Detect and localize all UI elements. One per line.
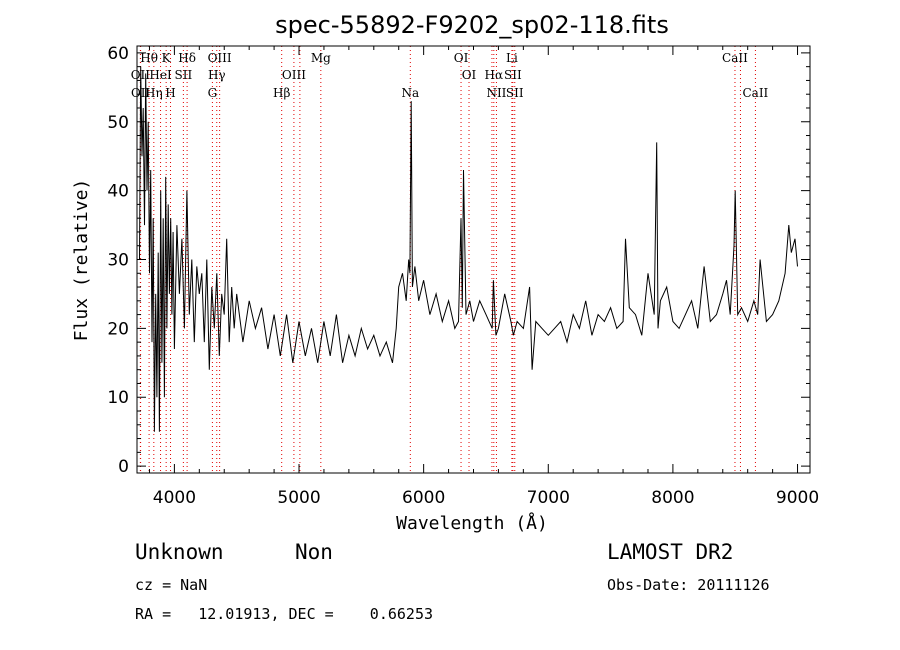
line-label: Na — [401, 86, 419, 100]
line-label: Hγ — [208, 68, 226, 82]
line-label: SII — [504, 68, 522, 82]
y-tick-label: 10 — [107, 388, 129, 408]
line-label: Hβ — [273, 86, 290, 100]
x-axis-ticks: 4000 5000 6000 7000 8000 9000 — [148, 46, 819, 508]
line-label: Hδ — [178, 51, 196, 65]
y-tick-label: 0 — [118, 457, 129, 477]
marker-lines — [139, 46, 756, 473]
line-label: H — [165, 86, 175, 100]
x-axis-label: Wavelength (Å) — [396, 512, 548, 534]
x-tick-label: 9000 — [776, 488, 819, 508]
x-tick-label: 4000 — [153, 488, 196, 508]
line-label: CaII — [722, 51, 748, 65]
spectrum-chart: spec-55892-F9202_sp02-118.fits Hθ K Hδ OIII… — [71, 11, 819, 534]
line-label: Hθ — [140, 51, 158, 65]
line-label: Hα — [485, 68, 504, 82]
y-tick-label: 40 — [107, 182, 129, 202]
x-tick-label: 7000 — [527, 488, 570, 508]
redshift-text: cz = NaN — [135, 576, 208, 594]
line-label: HeI — [149, 68, 172, 82]
line-label: Hη — [145, 86, 163, 100]
line-label: OI — [462, 68, 477, 82]
line-label: SII — [175, 68, 193, 82]
line-label: K — [162, 51, 172, 65]
line-label: OIII — [208, 51, 232, 65]
line-label: CaII — [742, 86, 768, 100]
survey-name: LAMOST DR2 — [607, 540, 734, 564]
plot-frame — [136, 45, 811, 474]
line-label: G — [208, 86, 218, 100]
line-label: Mg — [311, 51, 331, 65]
chart-title: spec-55892-F9202_sp02-118.fits — [275, 11, 669, 39]
x-tick-label: 6000 — [402, 488, 445, 508]
line-label: OIII — [282, 68, 306, 82]
y-axis-label: Flux (relative) — [71, 179, 92, 342]
line-label: OI — [454, 51, 469, 65]
x-tick-label: 8000 — [651, 488, 694, 508]
coordinates-text: RA = 12.01913, DEC = 0.66253 — [135, 605, 434, 623]
y-tick-label: 60 — [107, 44, 129, 64]
y-tick-label: 30 — [107, 251, 129, 271]
x-tick-label: 5000 — [277, 488, 320, 508]
obs-date-text: Obs-Date: 20111126 — [607, 576, 770, 594]
line-label: Li — [506, 51, 518, 65]
spectrum-series-line — [139, 66, 798, 432]
object-subclass: Non — [295, 540, 333, 564]
line-label: SII — [506, 86, 524, 100]
y-tick-label: 50 — [107, 113, 129, 133]
y-tick-label: 20 — [107, 319, 129, 339]
line-label: NII — [486, 86, 506, 100]
object-class: Unknown — [135, 540, 224, 564]
y-axis-ticks: 0 10 20 30 40 50 60 — [107, 44, 810, 477]
